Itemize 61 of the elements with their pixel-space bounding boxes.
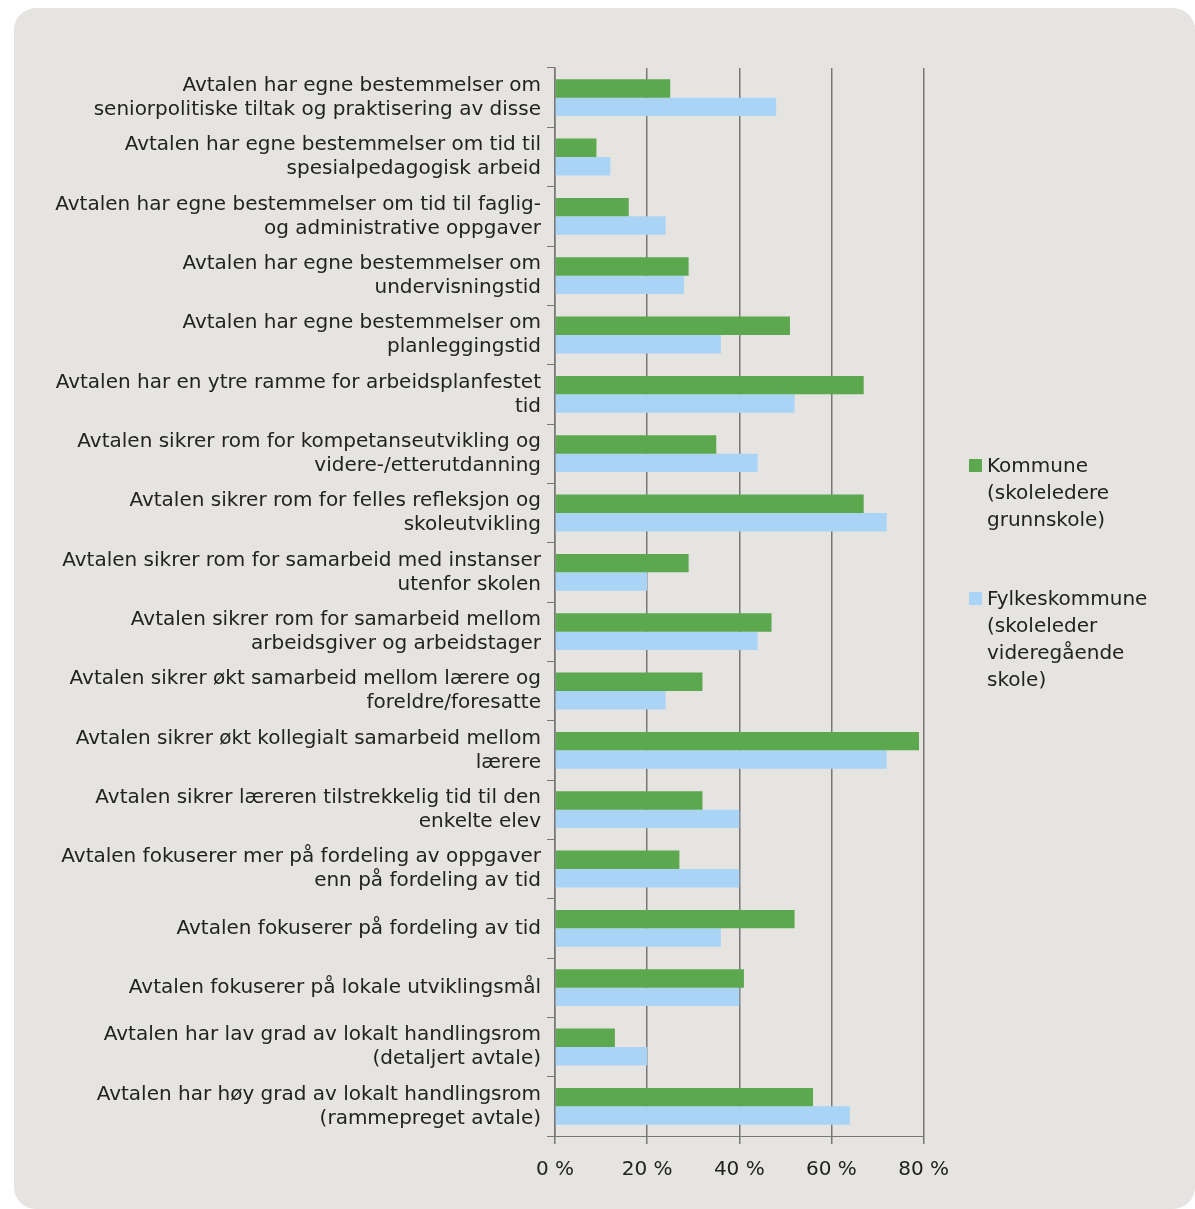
bar (555, 1028, 615, 1047)
bar (555, 987, 740, 1007)
y-tick-label: Avtalen har høy grad av lokalt handlingsrom (rammepreget avtale) (96, 1080, 541, 1129)
bar (555, 869, 740, 888)
y-tick-label: Avtalen har lav grad av lokalt handlingsrom (detaljert avtale) (103, 1021, 541, 1070)
y-tick-label: Avtalen sikrer rom for samarbeid mellom arbeidsgiver og arbeidstager (130, 605, 542, 654)
bar (555, 631, 758, 651)
bar (555, 731, 919, 751)
y-tick-label: Avtalen sikrer økt kollegialt samarbeid mellom lærere (75, 724, 541, 773)
y-tick-label: Avtalen har egne bestemmelser om seniorpolitiske tiltak og praktisering av disse (93, 71, 541, 120)
bar (555, 335, 721, 354)
y-tick-label: Avtalen fokuserer på fordeling av tid (176, 914, 541, 939)
y-tick-label: Avtalen har egne bestemmelser om undervisningstid (182, 249, 541, 298)
y-tick-label: Avtalen fokuserer mer på fordeling av oppgaver enn på fordeling av tid (61, 843, 542, 892)
x-tick-label: 80 % (898, 1156, 949, 1181)
bar (555, 494, 864, 513)
bar (555, 1106, 850, 1125)
bar (555, 197, 629, 217)
bar (555, 969, 744, 988)
y-tick-label: Avtalen har egne bestemmelser om tid til spesialpedagogisk arbeid (124, 131, 541, 180)
bar (555, 513, 887, 532)
bar (555, 435, 717, 454)
bar (555, 453, 758, 473)
bar (555, 572, 648, 591)
bar (555, 928, 721, 947)
bar (555, 216, 666, 235)
bar (555, 375, 864, 395)
y-tick-label: Avtalen har egne bestemmelser om tid til faglig- og administrative oppgaver (55, 190, 542, 239)
bar (555, 750, 887, 769)
bar (555, 157, 611, 176)
bar (555, 1087, 814, 1107)
bar (555, 613, 772, 632)
bar (555, 275, 685, 295)
legend-label: Fylkeskommune (skoleleder videregående skole) (987, 585, 1149, 693)
y-tick-label: Avtalen sikrer rom for samarbeid med instanser utenfor skolen (62, 546, 542, 595)
bar (555, 394, 795, 413)
x-tick-label: 60 % (806, 1156, 857, 1181)
x-tick-label: 0 % (535, 1156, 575, 1181)
bar (555, 79, 671, 98)
y-tick-label: Avtalen har en ytre ramme for arbeidsplanfestet tid (55, 368, 542, 417)
legend-label: Kommune (skoleledere grunnskole) (987, 452, 1111, 533)
y-tick-label: Avtalen sikrer læreren tilstrekkelig tid til den enkelte elev (95, 783, 542, 832)
bar (555, 138, 597, 157)
bar (555, 791, 703, 810)
bar (555, 691, 666, 710)
y-tick-label: Avtalen sikrer rom for kompetanseutvikling og videre-/etterutdanning (77, 427, 541, 476)
bar (555, 672, 703, 691)
x-tick-label: 40 % (713, 1156, 765, 1181)
y-tick-label: Avtalen har egne bestemmelser om planleggingstid (182, 309, 541, 358)
bar (555, 850, 680, 869)
y-tick-label: Avtalen fokuserer på lokale utviklingsmål (128, 973, 541, 998)
y-tick-label: Avtalen sikrer økt samarbeid mellom lærere og foreldre/foresatte (69, 665, 541, 714)
bar (555, 97, 777, 117)
bar (555, 316, 790, 335)
y-tick-label: Avtalen sikrer rom for felles refleksjon og skoleutvikling (129, 487, 541, 536)
bar (555, 1047, 648, 1066)
bar (555, 257, 689, 276)
bar (555, 553, 689, 573)
x-tick-label: 20 % (621, 1156, 673, 1181)
bar (555, 809, 740, 829)
bar (555, 909, 795, 929)
